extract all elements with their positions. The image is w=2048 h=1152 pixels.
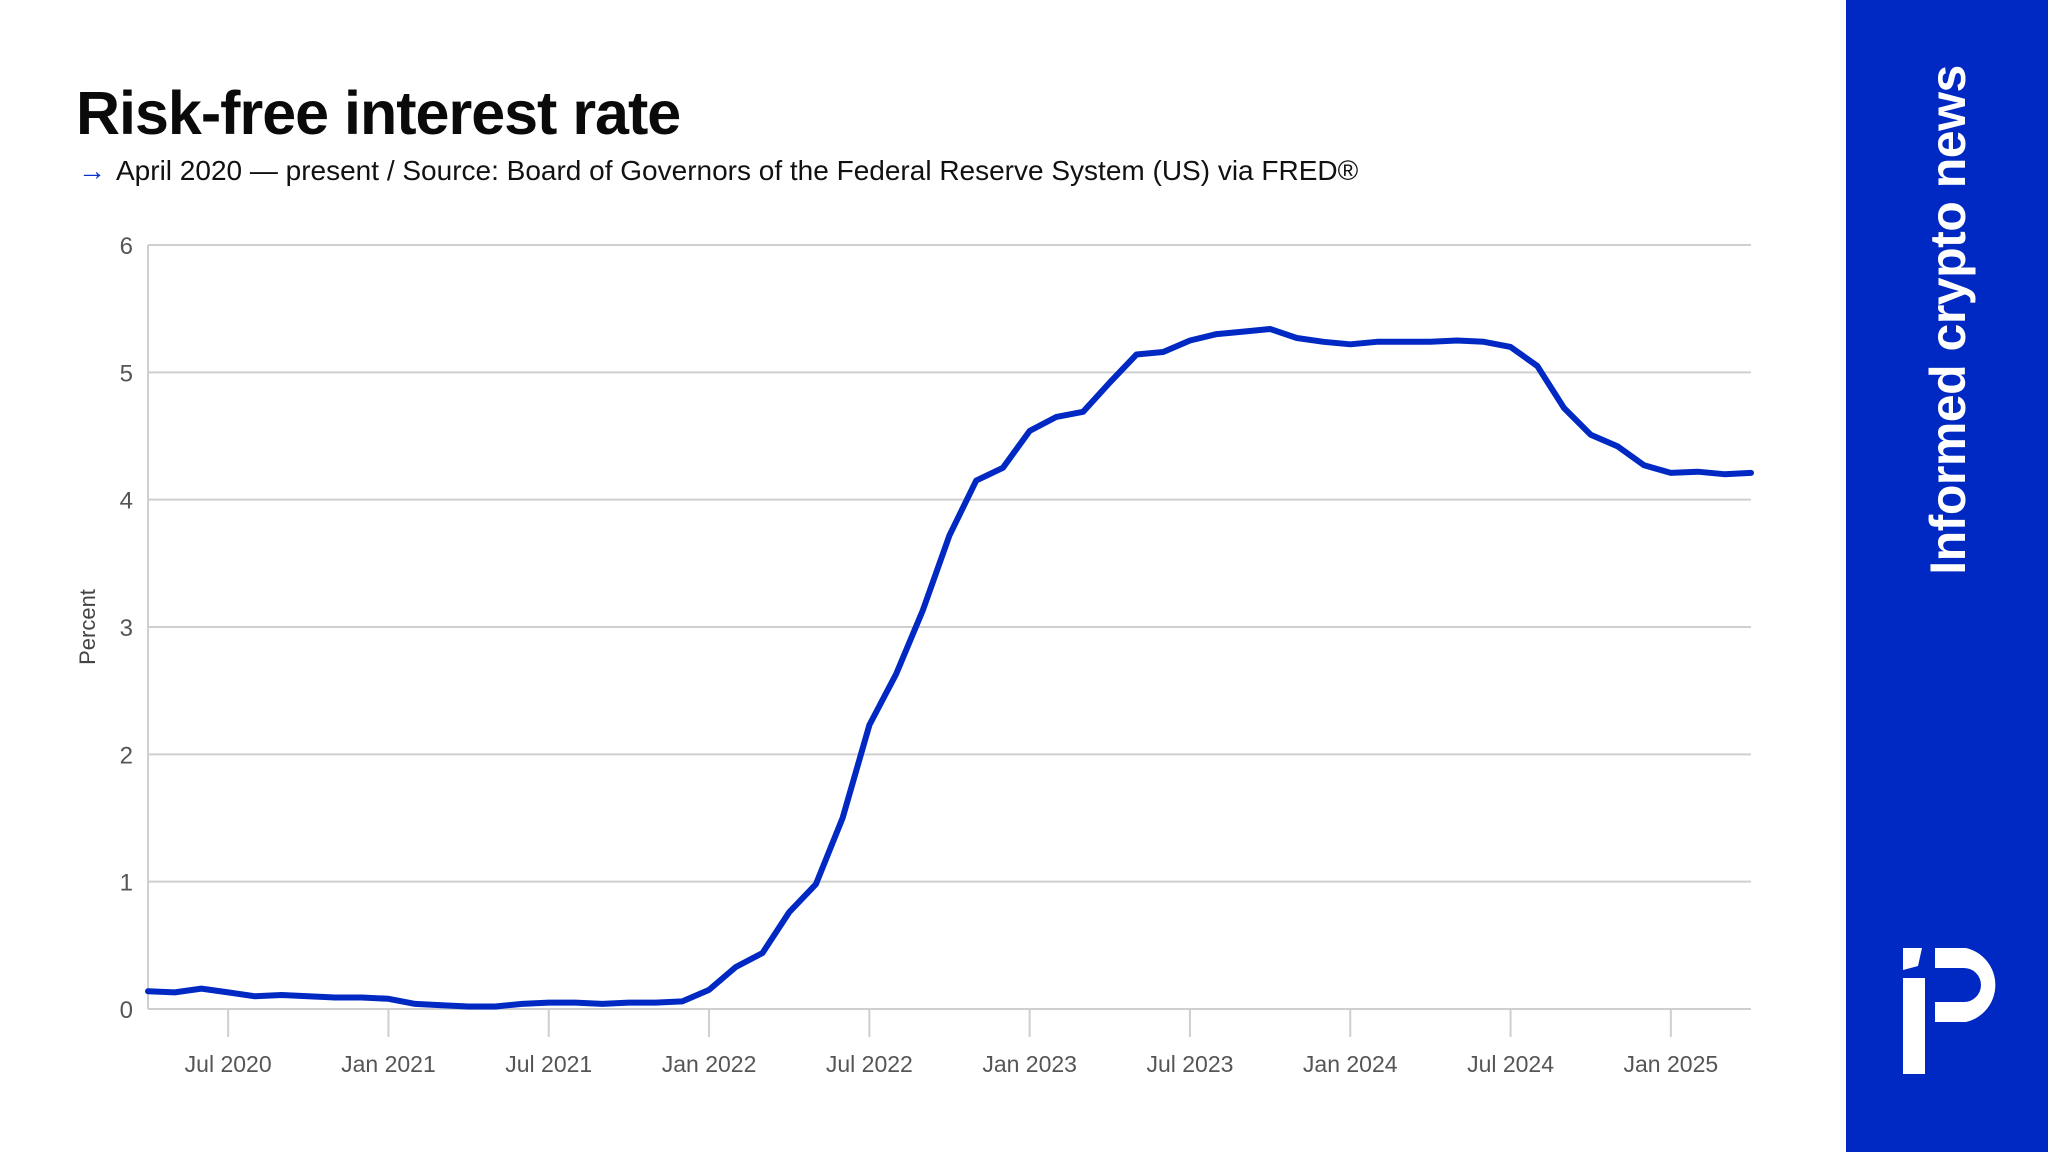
arrow-right-icon: → — [78, 155, 106, 186]
y-tick-label: 1 — [120, 870, 133, 897]
y-tick-label: 4 — [120, 488, 133, 515]
x-tick-label: Jan 2024 — [1303, 1051, 1398, 1077]
y-axis-label: Percent — [75, 589, 100, 665]
x-ticks: Jul 2020 Jan 2021 Jul 2021 Jan 2022 Jul 2022… — [185, 1009, 1719, 1077]
x-tick-label: Jan 2025 — [1624, 1051, 1719, 1077]
x-tick-label: Jul 2022 — [826, 1051, 913, 1077]
series-line — [145, 326, 1754, 1010]
x-tick-label: Jul 2020 — [185, 1051, 272, 1077]
series-group — [145, 326, 1754, 1010]
y-tick-label: 2 — [120, 742, 133, 769]
x-tick-label: Jan 2022 — [662, 1051, 757, 1077]
ip-logo-icon — [1903, 948, 1996, 1074]
y-tick-label: 3 — [120, 615, 133, 642]
y-tick-label: 5 — [120, 360, 133, 387]
x-tick-label: Jan 2021 — [341, 1051, 436, 1077]
brand-tagline: Informed crypto news — [1920, 65, 1976, 575]
line-chart: 0 1 2 3 4 5 6 Jul 2020 Jan 2021 Jul 2021 Jan 2022… — [75, 233, 1754, 1077]
gridlines — [147, 244, 1751, 1010]
chart-subtitle: → April 2020 — present / Source: Board of… — [78, 155, 1358, 187]
chart-title: Risk-free interest rate — [76, 79, 681, 147]
y-tick-label: 0 — [120, 997, 133, 1024]
x-tick-label: Jul 2023 — [1146, 1051, 1233, 1077]
subtitle-text: April 2020 — present / Source: Board of … — [116, 155, 1359, 186]
y-tick-labels: 0 1 2 3 4 5 6 — [120, 233, 133, 1024]
x-tick-label: Jul 2021 — [505, 1051, 592, 1077]
x-tick-label: Jul 2024 — [1467, 1051, 1554, 1077]
y-tick-label: 6 — [120, 233, 133, 260]
x-tick-label: Jan 2023 — [982, 1051, 1077, 1077]
